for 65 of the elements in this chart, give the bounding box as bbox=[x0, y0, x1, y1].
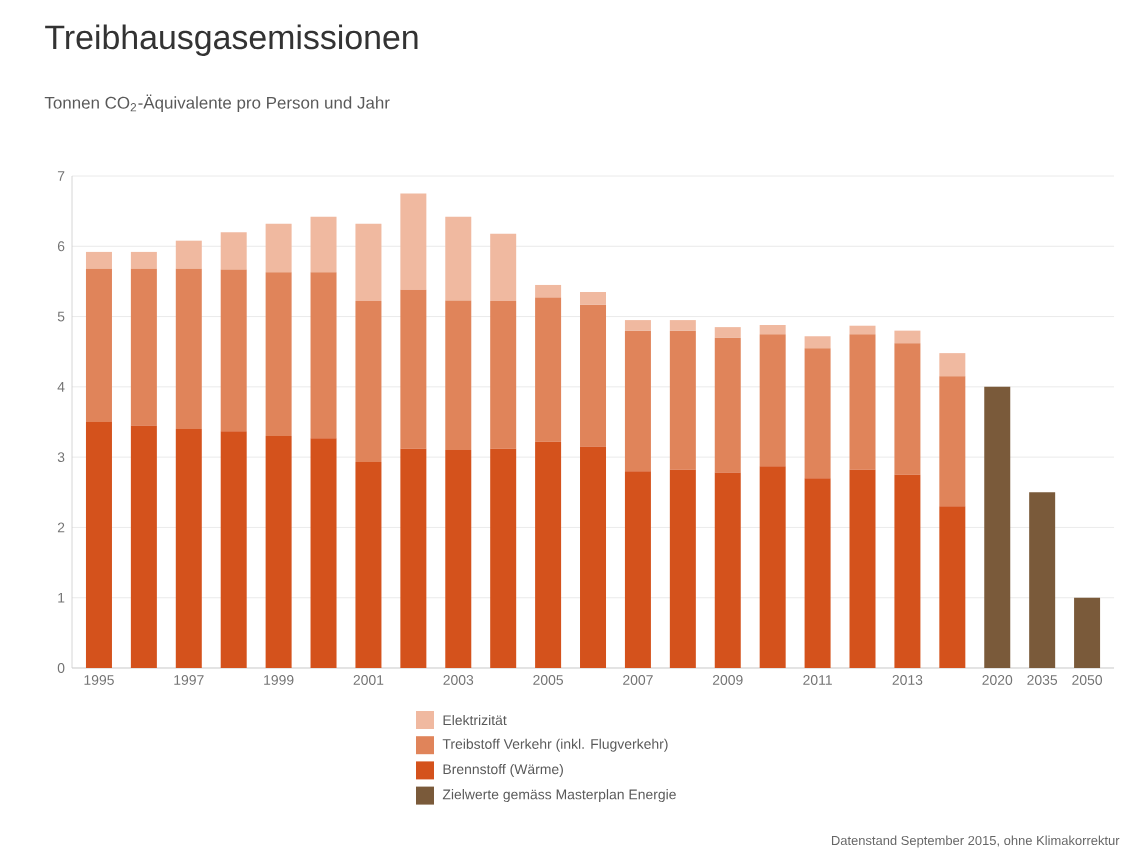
bar bbox=[85, 251, 112, 269]
bar bbox=[984, 386, 1011, 668]
bar bbox=[445, 300, 472, 451]
bar bbox=[759, 334, 786, 467]
bar bbox=[894, 474, 921, 668]
bar bbox=[939, 376, 966, 507]
bar bbox=[804, 348, 831, 479]
bar bbox=[759, 466, 786, 668]
bar bbox=[175, 429, 202, 668]
bar bbox=[535, 284, 562, 298]
bar bbox=[400, 448, 427, 668]
bar bbox=[624, 330, 651, 472]
bar bbox=[669, 469, 696, 668]
bar bbox=[939, 506, 966, 668]
bar bbox=[714, 327, 741, 338]
bar bbox=[445, 216, 472, 301]
bar bbox=[220, 431, 247, 668]
bar bbox=[130, 268, 157, 426]
bar bbox=[130, 251, 157, 269]
bar bbox=[669, 330, 696, 470]
chart-title: Treibhausgasemissionen bbox=[45, 24, 418, 56]
bar bbox=[849, 469, 876, 668]
bar bbox=[580, 291, 607, 305]
bar bbox=[535, 297, 562, 442]
bar bbox=[85, 422, 112, 668]
bar bbox=[175, 268, 202, 430]
bar bbox=[759, 325, 786, 335]
bar bbox=[175, 240, 202, 269]
bar bbox=[490, 233, 517, 302]
bar bbox=[130, 425, 157, 668]
bar bbox=[535, 441, 562, 668]
bar bbox=[624, 471, 651, 668]
bar bbox=[849, 334, 876, 470]
bar bbox=[714, 472, 741, 668]
bar bbox=[85, 268, 112, 422]
bar bbox=[804, 336, 831, 349]
bar bbox=[580, 446, 607, 668]
bar bbox=[220, 269, 247, 432]
bar bbox=[624, 320, 651, 331]
bar bbox=[714, 337, 741, 473]
bar bbox=[220, 232, 247, 270]
bar bbox=[1074, 597, 1101, 668]
bar bbox=[1029, 492, 1056, 668]
bar bbox=[939, 353, 966, 377]
bar bbox=[310, 438, 337, 668]
bar bbox=[265, 223, 292, 273]
chart-subtitle: Tonnen CO$_{2}$-Äquivalente pro Person und Jahr bbox=[44, 94, 390, 113]
bar bbox=[400, 193, 427, 290]
bar bbox=[490, 301, 517, 449]
bar bbox=[804, 478, 831, 668]
bar bbox=[355, 301, 382, 463]
bar bbox=[849, 325, 876, 335]
bar bbox=[490, 448, 517, 668]
bar bbox=[355, 462, 382, 668]
bar bbox=[265, 436, 292, 668]
bar bbox=[310, 272, 337, 439]
bar bbox=[310, 216, 337, 273]
bar bbox=[894, 343, 921, 475]
bar bbox=[580, 304, 607, 447]
bar bbox=[265, 272, 292, 437]
bar bbox=[445, 450, 472, 668]
bar bbox=[400, 289, 427, 449]
bar bbox=[894, 330, 921, 344]
bar bbox=[669, 320, 696, 331]
bar bbox=[355, 223, 382, 302]
